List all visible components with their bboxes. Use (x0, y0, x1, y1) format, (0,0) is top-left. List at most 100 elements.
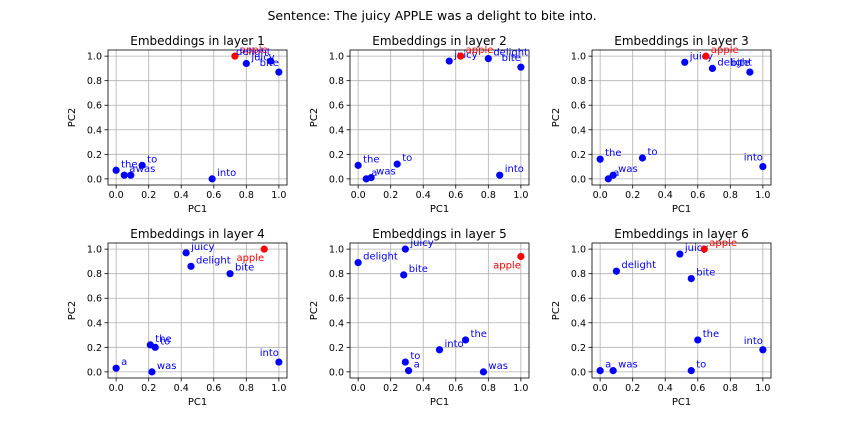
chart-title: Embeddings in layer 1 (130, 34, 264, 48)
x-tick-label: 0.4 (174, 190, 189, 201)
x-tick-label: 0.2 (383, 383, 398, 394)
point-apple (260, 245, 268, 253)
point-label-apple: apple (709, 238, 737, 249)
point-label-juicy: juicy (689, 51, 713, 62)
point-label-delight: delight (363, 252, 398, 263)
point-the (596, 155, 604, 163)
x-axis-label: PC1 (672, 204, 691, 215)
point-label-juicy: juicy (250, 53, 274, 64)
point-the (461, 336, 470, 344)
point-delight (187, 262, 195, 270)
x-tick-label: 0.6 (690, 190, 705, 201)
x-tick-label: 0.0 (109, 190, 124, 201)
point-label-the: the (363, 154, 379, 165)
point-into (759, 162, 767, 171)
point-into (759, 346, 767, 354)
y-tick-label: 0.0 (571, 367, 586, 378)
point-label-to: to (147, 154, 157, 165)
x-tick-label: 0.0 (351, 190, 366, 201)
y-tick-label: 0.0 (329, 367, 344, 378)
x-tick-label: 1.0 (513, 383, 528, 394)
chart-panel-layer-6: Embeddings in layer 6 0.0 0.2 0.4 0.6 0.8 1.0 0… (551, 227, 772, 408)
point-bite (226, 270, 234, 278)
y-tick-label: 1.0 (571, 245, 586, 256)
point-the (354, 161, 362, 169)
point-label-to: to (402, 153, 412, 164)
x-tick-label: 0.4 (658, 190, 673, 201)
point-delight (354, 259, 362, 267)
y-axis-label: PC2 (309, 301, 320, 320)
x-axis-label: PC1 (188, 204, 207, 215)
point-to (638, 154, 647, 162)
x-axis-label: PC1 (430, 204, 449, 215)
y-axis-label: PC2 (551, 301, 562, 320)
x-tick-label: 1.0 (755, 190, 770, 201)
x-tick-label: 0.2 (625, 383, 640, 394)
point-was (609, 171, 617, 179)
chart-title: Embeddings in layer 4 (130, 227, 264, 241)
point-apple (457, 52, 465, 60)
point-a (112, 364, 120, 372)
chart-title: Embeddings in layer 3 (614, 34, 748, 48)
y-tick-label: 1.0 (87, 52, 102, 63)
y-tick-label: 0.8 (329, 269, 344, 280)
point-label-bite: bite (696, 268, 715, 279)
x-tick-label: 0.4 (416, 190, 431, 201)
y-tick-label: 0.2 (571, 150, 586, 161)
y-tick-label: 0.4 (329, 125, 344, 136)
point-label-into: into (445, 339, 464, 350)
y-tick-label: 0.6 (87, 101, 102, 112)
y-tick-label: 0.2 (571, 343, 586, 354)
chart-panel-layer-1: Embeddings in layer 1 0.0 0.2 0.4 0.6 0.8 1.0 0… (67, 34, 288, 215)
point-a (604, 175, 612, 183)
chart-panel-layer-3: Embeddings in layer 3 0.0 0.2 0.4 0.6 0.8 1.0 0… (551, 34, 772, 215)
point-was (148, 368, 156, 376)
point-apple (702, 52, 710, 60)
point-delight (708, 64, 717, 73)
y-tick-label: 0.4 (329, 318, 344, 329)
point-into (208, 175, 216, 183)
y-tick-label: 1.0 (329, 245, 344, 256)
y-tick-label: 1.0 (571, 52, 586, 63)
plot-frame (591, 242, 772, 379)
y-tick-label: 0.6 (571, 101, 586, 112)
point-label-the: the (121, 159, 137, 170)
point-label-was: was (157, 361, 177, 372)
point-label-juicy: juicy (453, 50, 477, 61)
y-tick-label: 0.2 (329, 150, 344, 161)
y-axis-label: PC2 (309, 108, 320, 127)
point-label-apple: apple (466, 45, 494, 56)
x-tick-label: 0.0 (109, 383, 124, 394)
point-delight (484, 54, 492, 63)
x-tick-label: 0.6 (448, 383, 463, 394)
y-tick-label: 0.0 (329, 174, 344, 185)
point-label-to: to (160, 336, 170, 347)
point-into (435, 346, 444, 354)
point-the (112, 166, 120, 174)
x-tick-label: 0.8 (239, 383, 254, 394)
point-bite (517, 63, 525, 71)
point-label-juicy: juicy (684, 243, 708, 254)
point-apple (231, 52, 239, 60)
point-label-juicy: juicy (409, 238, 433, 249)
x-tick-label: 0.6 (448, 190, 463, 201)
plot-frame (591, 49, 772, 186)
x-tick-label: 0.2 (141, 190, 156, 201)
y-tick-label: 0.8 (571, 76, 586, 87)
point-label-was: was (376, 167, 396, 178)
point-bite (746, 68, 754, 76)
point-label-a: a (121, 357, 127, 368)
point-label-apple: apple (711, 45, 739, 56)
point-a (596, 367, 604, 375)
point-label-bite: bite (409, 264, 428, 275)
x-tick-label: 0.2 (383, 190, 398, 201)
point-label-to: to (696, 360, 706, 371)
y-tick-label: 0.8 (571, 269, 586, 280)
point-delight (267, 57, 275, 65)
point-label-the: the (703, 329, 719, 340)
y-tick-label: 1.0 (87, 245, 102, 256)
point-bite (275, 68, 283, 76)
x-tick-label: 0.4 (174, 383, 189, 394)
point-label-bite: bite (260, 58, 279, 69)
